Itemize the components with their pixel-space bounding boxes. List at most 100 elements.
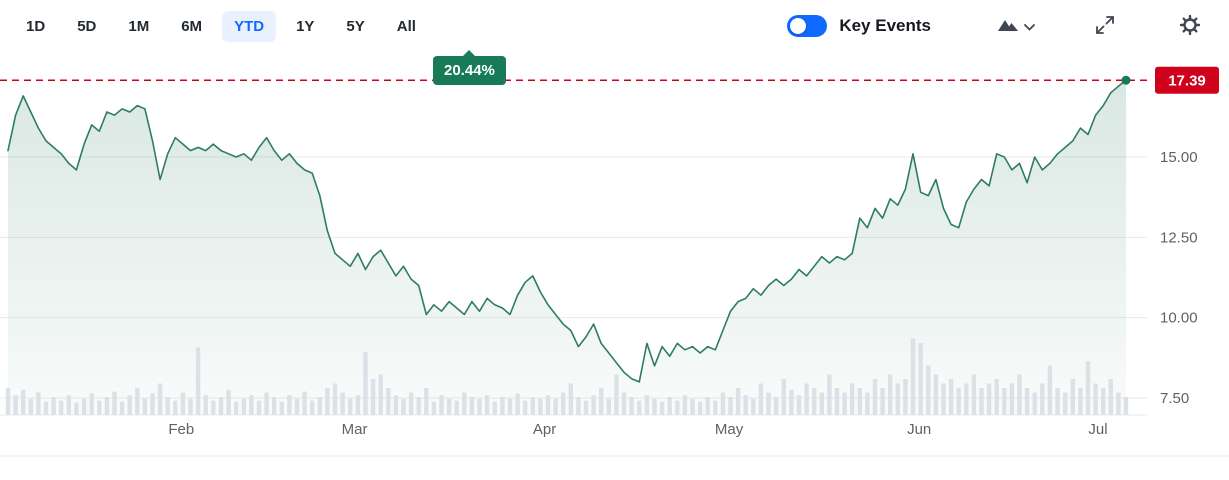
volume-bar: [59, 400, 64, 415]
volume-bar: [538, 398, 543, 415]
volume-bar: [850, 383, 855, 415]
x-axis-label-jun: Jun: [907, 421, 931, 438]
volume-bar: [302, 391, 307, 415]
volume-bar: [1040, 383, 1045, 415]
volume-bar: [637, 400, 642, 415]
expand-icon: [1095, 15, 1115, 38]
range-button-all[interactable]: All: [385, 11, 428, 42]
volume-bar: [530, 397, 535, 415]
volume-bar: [211, 400, 216, 415]
volume-bar: [424, 388, 429, 415]
volume-bar: [1101, 388, 1106, 415]
volume-bar: [971, 374, 977, 415]
volume-bar: [713, 400, 718, 415]
chevron-down-icon: [1024, 19, 1035, 34]
volume-bar: [819, 392, 824, 415]
volume-bar: [918, 343, 923, 415]
volume-bar: [903, 379, 908, 415]
volume-bar: [363, 352, 368, 415]
volume-bar: [1063, 392, 1068, 415]
key-events-toggle[interactable]: [787, 15, 828, 37]
volume-bar: [1070, 379, 1075, 415]
range-button-1m[interactable]: 1M: [116, 11, 161, 42]
range-selector: 1D 5D 1M 6M YTD 1Y 5Y All: [14, 10, 428, 42]
range-button-5y[interactable]: 5Y: [334, 11, 376, 42]
volume-bar: [697, 401, 703, 415]
volume-bar: [880, 388, 885, 415]
volume-bar: [1032, 392, 1037, 415]
volume-bar: [203, 395, 208, 415]
volume-bar: [462, 392, 467, 415]
current-price-dot: [1121, 75, 1131, 85]
volume-bar: [81, 398, 87, 415]
volume-bar: [789, 389, 794, 415]
volume-bar: [378, 374, 383, 415]
volume-bar: [13, 395, 18, 415]
range-button-1y[interactable]: 1Y: [284, 11, 326, 42]
volume-bar: [1116, 392, 1121, 415]
volume-bar: [743, 395, 748, 415]
volume-bar: [89, 393, 94, 415]
volume-bar: [910, 338, 916, 415]
range-button-1d[interactable]: 1D: [14, 11, 57, 42]
volume-bar: [218, 397, 224, 415]
price-line: [7, 79, 1127, 383]
volume-bar: [1078, 388, 1083, 415]
x-axis-label-feb: Feb: [168, 421, 194, 438]
x-axis-label-may: May: [715, 421, 744, 438]
volume-bar: [1002, 388, 1007, 415]
volume-bar: [926, 365, 931, 415]
volume-bar: [36, 392, 41, 415]
volume-bar: [97, 400, 102, 415]
current-price-badge: [1155, 66, 1219, 94]
volume-bar: [416, 397, 421, 415]
volume-bar: [249, 395, 254, 415]
range-button-5d[interactable]: 5D: [65, 11, 108, 42]
volume-bar: [591, 395, 596, 415]
price-chart-svg[interactable]: 15.00 12.50 10.00 7.50 Feb Mar Apr May Jun Jul 17.…: [0, 52, 1229, 480]
volume-bar: [979, 388, 984, 415]
y-axis-label-15.00: 15.00: [1160, 149, 1198, 166]
volume-bar: [1055, 388, 1060, 415]
volume-bar: [659, 401, 665, 415]
volume-bar: [561, 392, 566, 415]
volume-bar: [74, 402, 79, 415]
volume-bar: [477, 398, 482, 415]
volume-bar: [895, 383, 900, 415]
volume-bar: [842, 392, 847, 415]
x-axis-label-jul: Jul: [1088, 421, 1107, 438]
fullscreen-expand-button[interactable]: [1091, 11, 1119, 42]
volume-bar: [507, 398, 513, 415]
volume-bar: [484, 395, 490, 415]
volume-bar: [1123, 397, 1129, 415]
volume-bar: [515, 393, 520, 415]
chart-area: 15.00 12.50 10.00 7.50 Feb Mar Apr May Jun Jul 17.…: [0, 52, 1229, 480]
volume-bar: [386, 388, 391, 415]
volume-bar: [294, 398, 300, 415]
volume-bar: [986, 383, 992, 415]
y-axis-label-10.00: 10.00: [1160, 310, 1198, 327]
range-button-6m[interactable]: 6M: [169, 11, 214, 42]
volume-bar: [264, 392, 269, 415]
volume-bar: [545, 395, 551, 415]
chart-type-button[interactable]: [993, 13, 1039, 39]
volume-bar: [439, 395, 444, 415]
range-button-ytd[interactable]: YTD: [222, 10, 277, 42]
volume-bar: [621, 392, 627, 415]
volume-bar: [5, 388, 11, 415]
volume-bar: [348, 398, 353, 415]
volume-bar: [751, 398, 756, 415]
volume-bar: [644, 395, 650, 415]
volume-bar: [1009, 383, 1015, 415]
volume-bar: [933, 374, 939, 415]
volume-bar: [964, 383, 969, 415]
volume-bar: [119, 401, 125, 415]
volume-bar: [370, 379, 376, 415]
volume-bar: [606, 398, 611, 415]
volume-bar: [675, 400, 680, 415]
settings-button[interactable]: [1175, 10, 1205, 43]
volume-bar: [317, 397, 322, 415]
volume-bar: [165, 397, 170, 415]
y-axis-label-12.50: 12.50: [1160, 229, 1198, 246]
